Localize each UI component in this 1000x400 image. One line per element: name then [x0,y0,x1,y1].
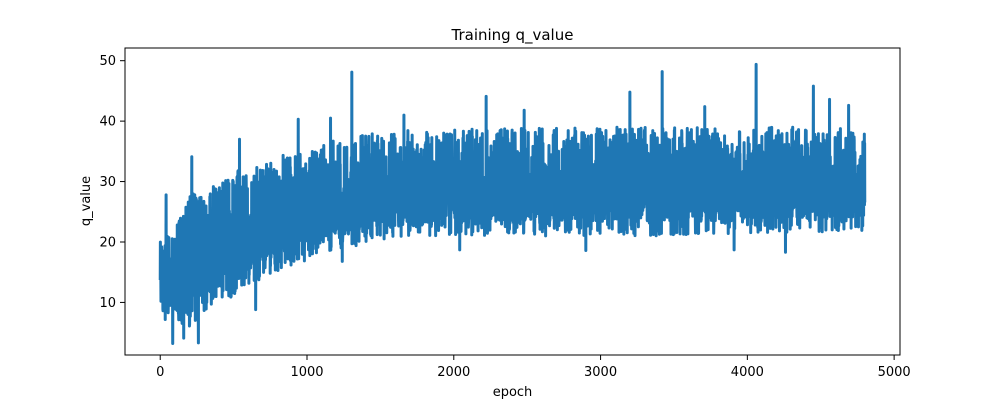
y-tick-label: 50 [99,54,116,69]
x-tick-label: 5000 [878,365,911,380]
x-tick-label: 2000 [437,365,470,380]
y-tick-label: 20 [99,235,116,250]
x-tick-label: 1000 [290,365,323,380]
plot-frame [124,47,901,356]
x-tick-label: 3000 [584,365,617,380]
x-axis-label: epoch [493,385,533,400]
y-axis-label: q_value [79,176,94,226]
series-line [158,62,867,346]
y-tick-label: 40 [99,115,116,130]
y-tick-label: 30 [99,175,116,190]
x-tick-label: 0 [156,365,164,380]
y-tick-label: 10 [99,296,116,311]
chart-title: Training q_value [451,26,574,45]
x-tick-label: 4000 [731,365,764,380]
